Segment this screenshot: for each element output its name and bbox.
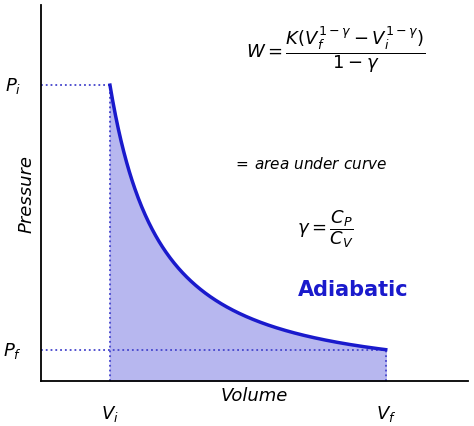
Text: $V_i$: $V_i$ bbox=[101, 403, 119, 423]
Text: Adiabatic: Adiabatic bbox=[298, 279, 408, 299]
Text: $P_i$: $P_i$ bbox=[5, 76, 22, 96]
Text: $= \,\mathit{area\ under\ curve}$: $= \,\mathit{area\ under\ curve}$ bbox=[233, 155, 388, 172]
X-axis label: Volume: Volume bbox=[221, 386, 288, 404]
Y-axis label: Pressure: Pressure bbox=[18, 154, 36, 232]
Text: $W = \dfrac{K(V_f^{1-\gamma} - V_i^{1-\gamma})}{1 - \gamma}$: $W = \dfrac{K(V_f^{1-\gamma} - V_i^{1-\g… bbox=[246, 24, 426, 75]
Text: $P_f$: $P_f$ bbox=[3, 340, 22, 360]
Text: $\gamma = \dfrac{C_P}{C_V}$: $\gamma = \dfrac{C_P}{C_V}$ bbox=[298, 208, 354, 250]
Text: $V_f$: $V_f$ bbox=[375, 403, 396, 423]
